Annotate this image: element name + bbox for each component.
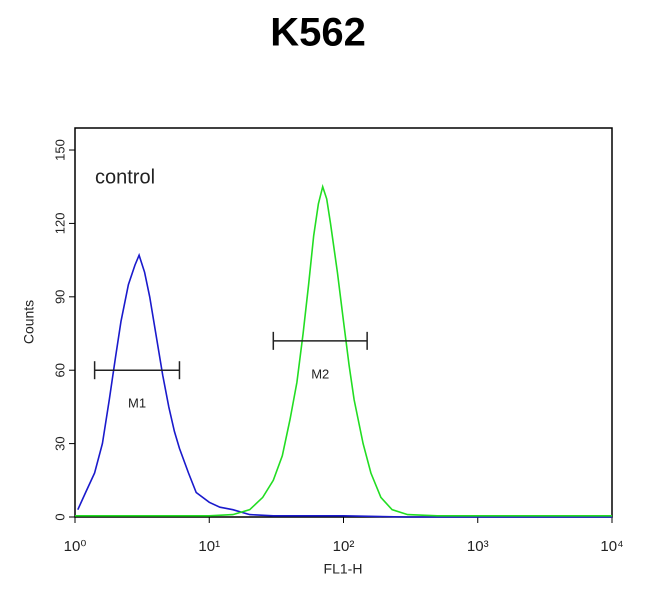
histogram-line [77,252,612,518]
y-tick-label: 120 [52,213,67,235]
x-tick-label: 10¹ [198,538,220,555]
annotation: control [95,166,155,188]
x-tick-label: 10⁴ [600,538,623,555]
x-tick-label: 10⁰ [64,538,87,555]
gate-label: M2 [311,366,329,381]
histogram-line [75,183,612,517]
x-tick-label: 10² [333,538,355,555]
y-tick-label: 150 [52,139,67,161]
y-tick-label: 0 [52,513,67,520]
gate-label: M1 [128,396,146,411]
y-tick-label: 60 [52,363,67,377]
y-tick-label: 30 [52,436,67,450]
chart-title: K562 [270,11,366,55]
y-tick-label: 90 [52,290,67,304]
x-axis-label: FL1-H [324,561,363,577]
y-axis-label: Counts [21,300,37,344]
x-tick-label: 10³ [467,538,489,555]
